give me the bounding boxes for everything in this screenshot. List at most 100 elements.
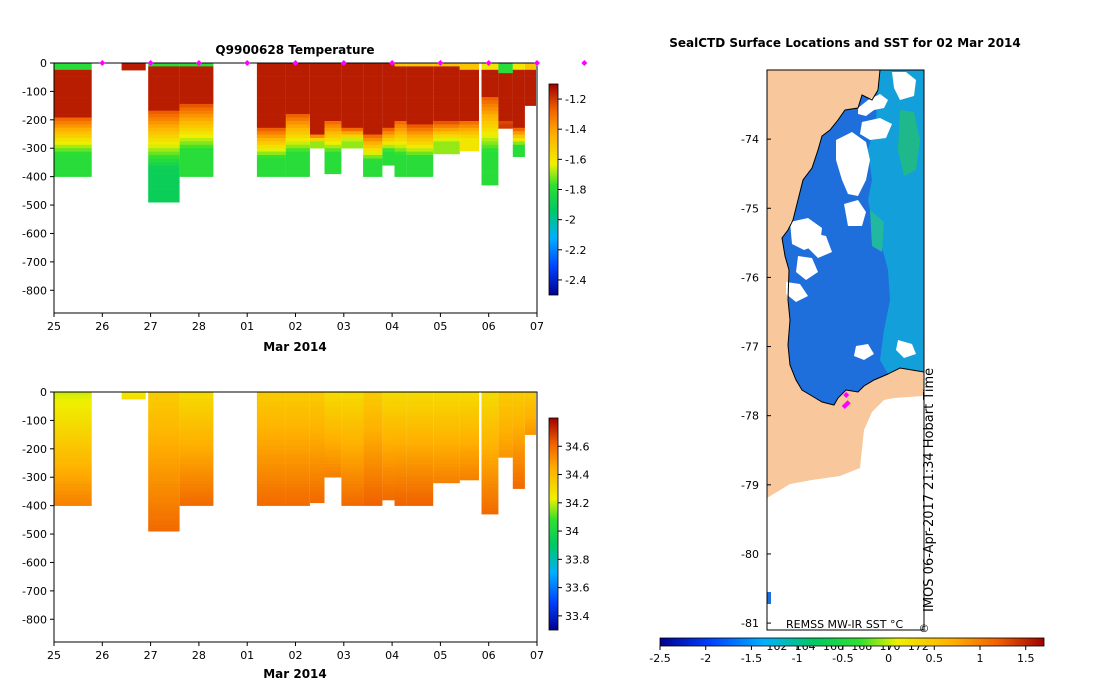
profile-cell — [363, 131, 383, 135]
profile-cell — [512, 141, 525, 146]
profile-cell — [481, 470, 499, 475]
salinity-y-axis: 0 -100 -200 -300 -400 -500 -600 -700 -800 — [22, 386, 54, 626]
profile-cell — [406, 114, 434, 118]
profile-cell — [341, 134, 364, 139]
profile-cell — [394, 412, 407, 417]
profile-cell — [54, 175, 92, 177]
profile-cell — [54, 432, 92, 437]
profile-cell — [498, 405, 513, 410]
sst-colorbar-tick-label: -0.5 — [832, 652, 853, 665]
profile-cell — [285, 446, 310, 451]
profile-cell — [382, 97, 395, 101]
profile-cell — [54, 107, 92, 111]
profile-cell — [406, 470, 434, 475]
profile-cell — [310, 467, 325, 471]
profile-cell — [498, 76, 513, 81]
profile-cell — [363, 473, 383, 478]
profile-cell — [512, 446, 525, 451]
profile-cell — [54, 103, 92, 108]
temperature-x-axis: 25 26 27 28 01 02 03 04 05 06 07 — [47, 313, 544, 333]
profile-cell — [148, 484, 180, 488]
profile-cell — [285, 501, 310, 505]
salinity-x-axis: 25 26 27 28 01 02 03 04 05 06 07 — [47, 642, 544, 662]
profile-cell — [341, 470, 364, 475]
profile-cell — [256, 131, 286, 135]
profile-cell — [285, 412, 310, 417]
profile-cell — [324, 446, 342, 451]
profile-cell — [363, 453, 383, 458]
profile-cell — [179, 165, 214, 169]
profile-cell — [459, 134, 479, 139]
profile-cell — [524, 76, 536, 81]
profile-cell — [148, 426, 180, 430]
profile-cell — [433, 456, 460, 461]
profile-cell — [324, 93, 342, 98]
profile-cell — [481, 138, 499, 142]
profile-cell — [341, 83, 364, 88]
profile-cell — [285, 141, 310, 146]
profile-cell — [363, 107, 383, 111]
profile-cell — [433, 426, 460, 430]
profile-cell — [481, 439, 499, 444]
profile-cell — [394, 480, 407, 485]
profile-cell — [433, 103, 460, 108]
profile-cell — [498, 443, 513, 447]
profile-cell — [324, 402, 342, 406]
profile-cell — [324, 409, 342, 413]
profile-cell — [148, 63, 180, 67]
profile-cell — [481, 151, 499, 156]
x-tick-label: 26 — [95, 320, 109, 333]
profile-cell — [382, 405, 395, 410]
ice-shelf-region — [767, 396, 924, 630]
profile-cell — [179, 504, 214, 506]
profile-cell — [148, 429, 180, 434]
profile-cell — [310, 124, 325, 129]
profile-cell — [481, 409, 499, 413]
profile-cell — [459, 412, 479, 417]
profile-cell — [341, 480, 364, 485]
profile-cell — [285, 144, 310, 149]
profile-cell — [459, 392, 479, 396]
profile-cell — [394, 90, 407, 94]
profile-cell — [481, 110, 499, 115]
profile-cell — [512, 463, 525, 468]
profile-cell — [524, 432, 536, 435]
profile-cell — [310, 487, 325, 492]
profile-cell — [256, 429, 286, 434]
profile-cell — [310, 80, 325, 84]
profile-cell — [382, 409, 395, 413]
profile-cell — [433, 467, 460, 471]
profile-cell — [433, 93, 460, 98]
profile-cell — [148, 422, 180, 427]
profile-cell — [256, 97, 286, 101]
profile-cell — [54, 480, 92, 485]
profile-cell — [481, 422, 499, 427]
profile-cell — [394, 127, 407, 132]
profile-cell — [459, 453, 479, 458]
profile-cell — [341, 110, 364, 115]
profile-cell — [394, 121, 407, 125]
profile-cell — [382, 114, 395, 118]
profile-cell — [363, 97, 383, 101]
profile-cell — [406, 453, 434, 458]
profile-cell — [394, 83, 407, 88]
profile-cell — [324, 161, 342, 166]
profile-cell — [54, 422, 92, 427]
lat-tick-label: -78 — [741, 410, 759, 423]
profile-cell — [459, 419, 479, 423]
profile-cell — [341, 144, 364, 149]
x-tick-label: 26 — [95, 649, 109, 662]
profile-cell — [512, 114, 525, 118]
colorbar-tick-label: 34 — [565, 525, 579, 538]
profile-cell — [256, 76, 286, 81]
profile-cell — [481, 63, 499, 67]
profile-cell — [310, 395, 325, 400]
profile-cell — [54, 117, 92, 122]
profile-cell — [394, 131, 407, 135]
profile-cell — [148, 405, 180, 410]
profile-cell — [433, 110, 460, 115]
profile-cell — [481, 392, 499, 396]
profile-cell — [310, 494, 325, 498]
profile-cell — [310, 117, 325, 122]
profile-cell — [363, 114, 383, 118]
